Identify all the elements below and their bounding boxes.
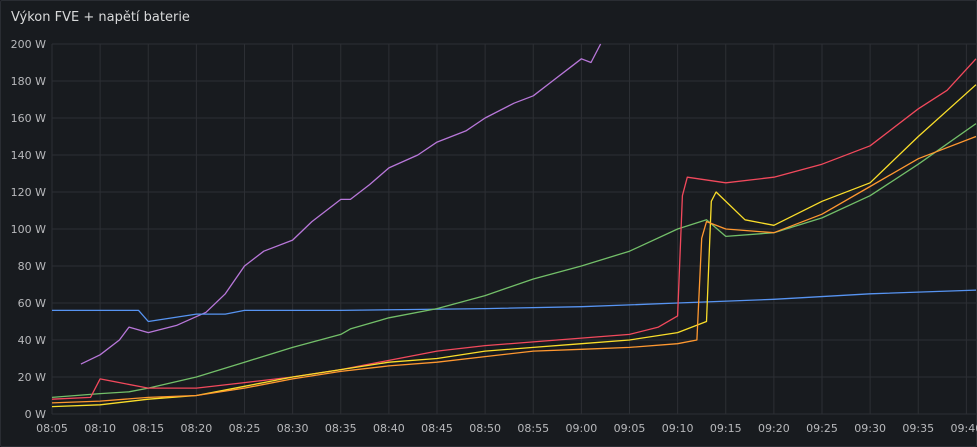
y-tick-label: 160 W	[11, 112, 46, 125]
x-tick-label: 09:15	[710, 422, 742, 435]
x-tick-label: 08:05	[36, 422, 68, 435]
x-tick-label: 09:25	[806, 422, 838, 435]
y-tick-label: 140 W	[11, 149, 46, 162]
x-tick-label: 08:45	[421, 422, 453, 435]
y-tick-label: 120 W	[11, 186, 46, 199]
x-tick-label: 08:15	[132, 422, 164, 435]
x-tick-label: 08:35	[325, 422, 357, 435]
y-tick-label: 0 W	[25, 408, 46, 421]
x-axis: 08:05 08:10 08:15 08:20 08:25 08:30 08:35 08:40…	[36, 422, 977, 435]
series-line-green[interactable]	[51, 123, 977, 399]
x-tick-label: 08:55	[517, 422, 549, 435]
y-tick-label: 20 W	[18, 371, 46, 384]
panel-title[interactable]: Výkon FVE + napětí baterie	[11, 10, 190, 25]
y-tick-label: 200 W	[11, 38, 46, 51]
y-tick-label: 60 W	[18, 297, 46, 310]
series-line-yellow[interactable]	[51, 84, 977, 408]
series-line-purple[interactable]	[80, 43, 602, 365]
plot-area[interactable]	[51, 43, 977, 408]
x-tick-label: 09:00	[566, 422, 598, 435]
series-line-red[interactable]	[51, 58, 977, 400]
x-tick-label: 09:30	[854, 422, 886, 435]
x-tick-label: 09:20	[758, 422, 790, 435]
x-tick-label: 08:25	[229, 422, 261, 435]
x-tick-label: 09:40	[951, 422, 977, 435]
x-tick-label: 09:10	[662, 422, 694, 435]
x-tick-label: 08:20	[181, 422, 213, 435]
x-tick-label: 08:30	[277, 422, 309, 435]
y-axis: 0 W 20 W 40 W 60 W 80 W 100 W 120 W 140 W 160 W 1…	[11, 38, 46, 421]
x-tick-label: 09:35	[902, 422, 934, 435]
x-tick-label: 09:05	[614, 422, 646, 435]
y-tick-label: 40 W	[18, 334, 46, 347]
x-tick-label: 08:10	[84, 422, 116, 435]
y-tick-label: 100 W	[11, 223, 46, 236]
grid	[51, 43, 976, 415]
y-tick-label: 180 W	[11, 75, 46, 88]
series-line-orange[interactable]	[51, 135, 977, 404]
x-tick-label: 08:50	[469, 422, 501, 435]
series-line-blue[interactable]	[52, 289, 977, 323]
x-tick-label: 08:40	[373, 422, 405, 435]
y-tick-label: 80 W	[18, 260, 46, 273]
